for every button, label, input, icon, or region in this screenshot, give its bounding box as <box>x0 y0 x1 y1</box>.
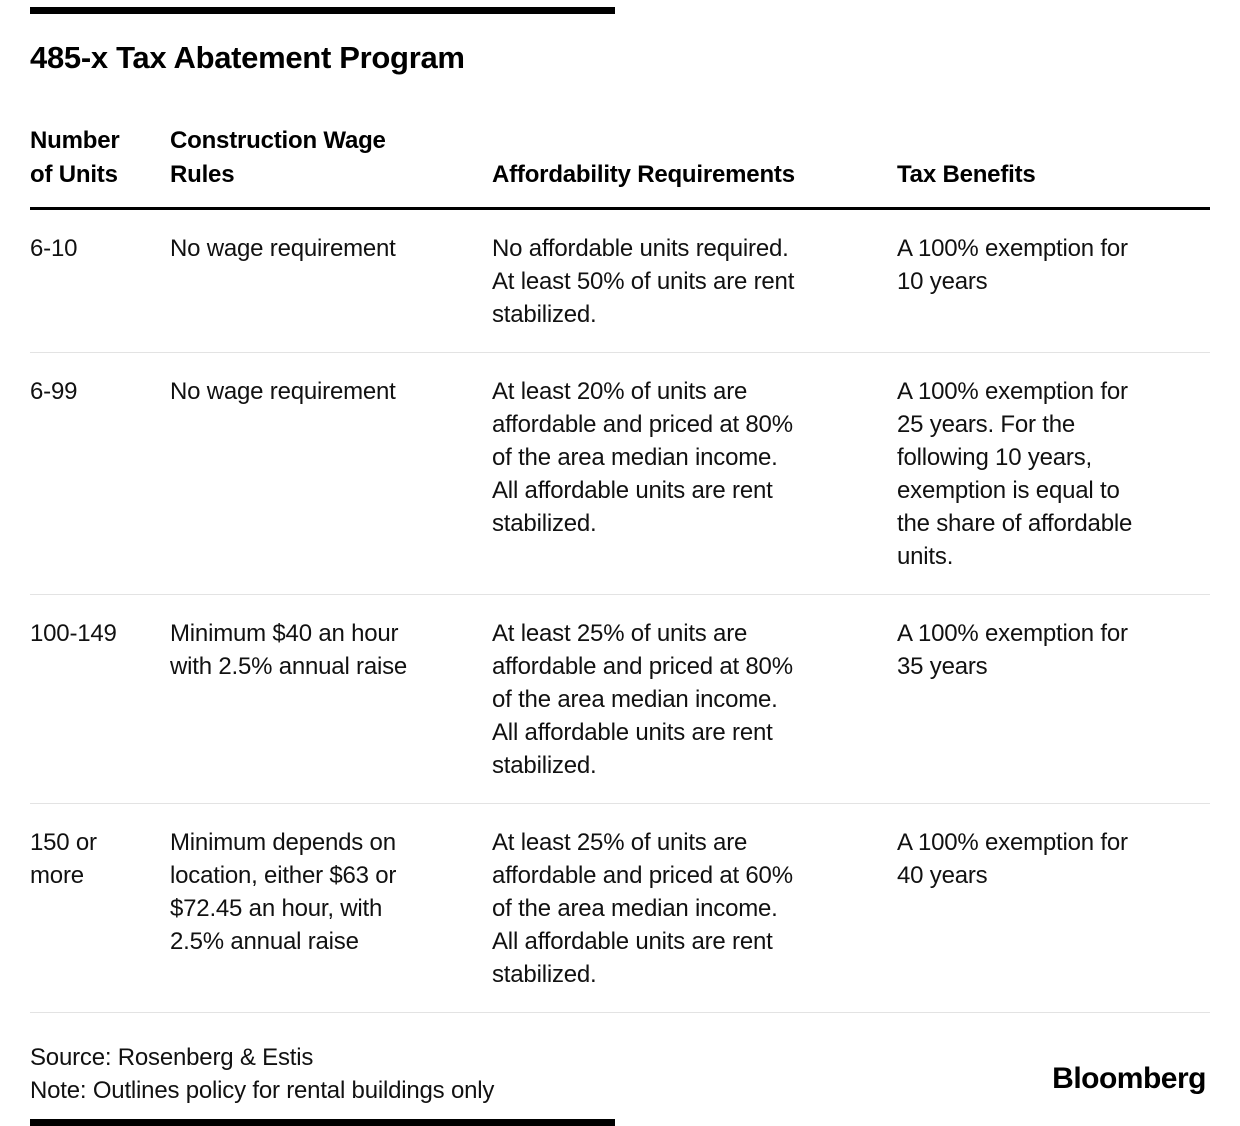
table-row: 100-149 Minimum $40 an hour with 2.5% an… <box>30 595 1210 804</box>
table-row: 6-99 No wage requirement At least 20% of… <box>30 353 1210 595</box>
cell-affordability-requirements: At least 20% of units are affordable and… <box>492 378 793 537</box>
cell-number-of-units: 6-10 <box>30 235 78 262</box>
cell-number-of-units: 6-99 <box>30 378 78 405</box>
cell-tax-benefits: A 100% exemption for 25 years. For the f… <box>897 378 1133 570</box>
cell-affordability-requirements: At least 25% of units are affordable and… <box>492 829 793 988</box>
cell-construction-wage-rules: No wage requirement <box>170 378 396 405</box>
note-text: Note: Outlines policy for rental buildin… <box>30 1077 495 1104</box>
column-header-number-of-units: Number of Units <box>30 127 120 188</box>
table-header-row: Number of Units Construction Wage Rules … <box>30 114 1210 210</box>
source-text: Source: Rosenberg & Estis <box>30 1044 314 1071</box>
chart-title: 485-x Tax Abatement Program <box>30 40 465 75</box>
cell-construction-wage-rules: Minimum depends on location, either $63 … <box>170 829 397 955</box>
cell-number-of-units: 150 or more <box>30 829 97 889</box>
cell-affordability-requirements: No affordable units required. At least 5… <box>492 235 795 328</box>
cell-construction-wage-rules: No wage requirement <box>170 235 396 262</box>
cell-tax-benefits: A 100% exemption for 40 years <box>897 829 1128 889</box>
column-header-affordability-requirements: Affordability Requirements <box>492 161 795 188</box>
cell-number-of-units: 100-149 <box>30 620 117 647</box>
cell-tax-benefits: A 100% exemption for 10 years <box>897 235 1128 295</box>
cell-tax-benefits: A 100% exemption for 35 years <box>897 620 1128 680</box>
footer: Source: Rosenberg & Estis Note: Outlines… <box>30 1041 494 1107</box>
cell-construction-wage-rules: Minimum $40 an hour with 2.5% annual rai… <box>170 620 408 680</box>
data-table: Number of Units Construction Wage Rules … <box>30 114 1210 1013</box>
top-accent-bar <box>30 7 615 14</box>
table-row: 150 or more Minimum depends on location,… <box>30 804 1210 1013</box>
column-header-construction-wage-rules: Construction Wage Rules <box>170 127 386 188</box>
cell-affordability-requirements: At least 25% of units are affordable and… <box>492 620 793 779</box>
column-header-tax-benefits: Tax Benefits <box>897 161 1036 188</box>
bloomberg-logo: Bloomberg <box>1052 1062 1206 1095</box>
table-row: 6-10 No wage requirement No affordable u… <box>30 210 1210 353</box>
bottom-accent-bar <box>30 1119 615 1126</box>
